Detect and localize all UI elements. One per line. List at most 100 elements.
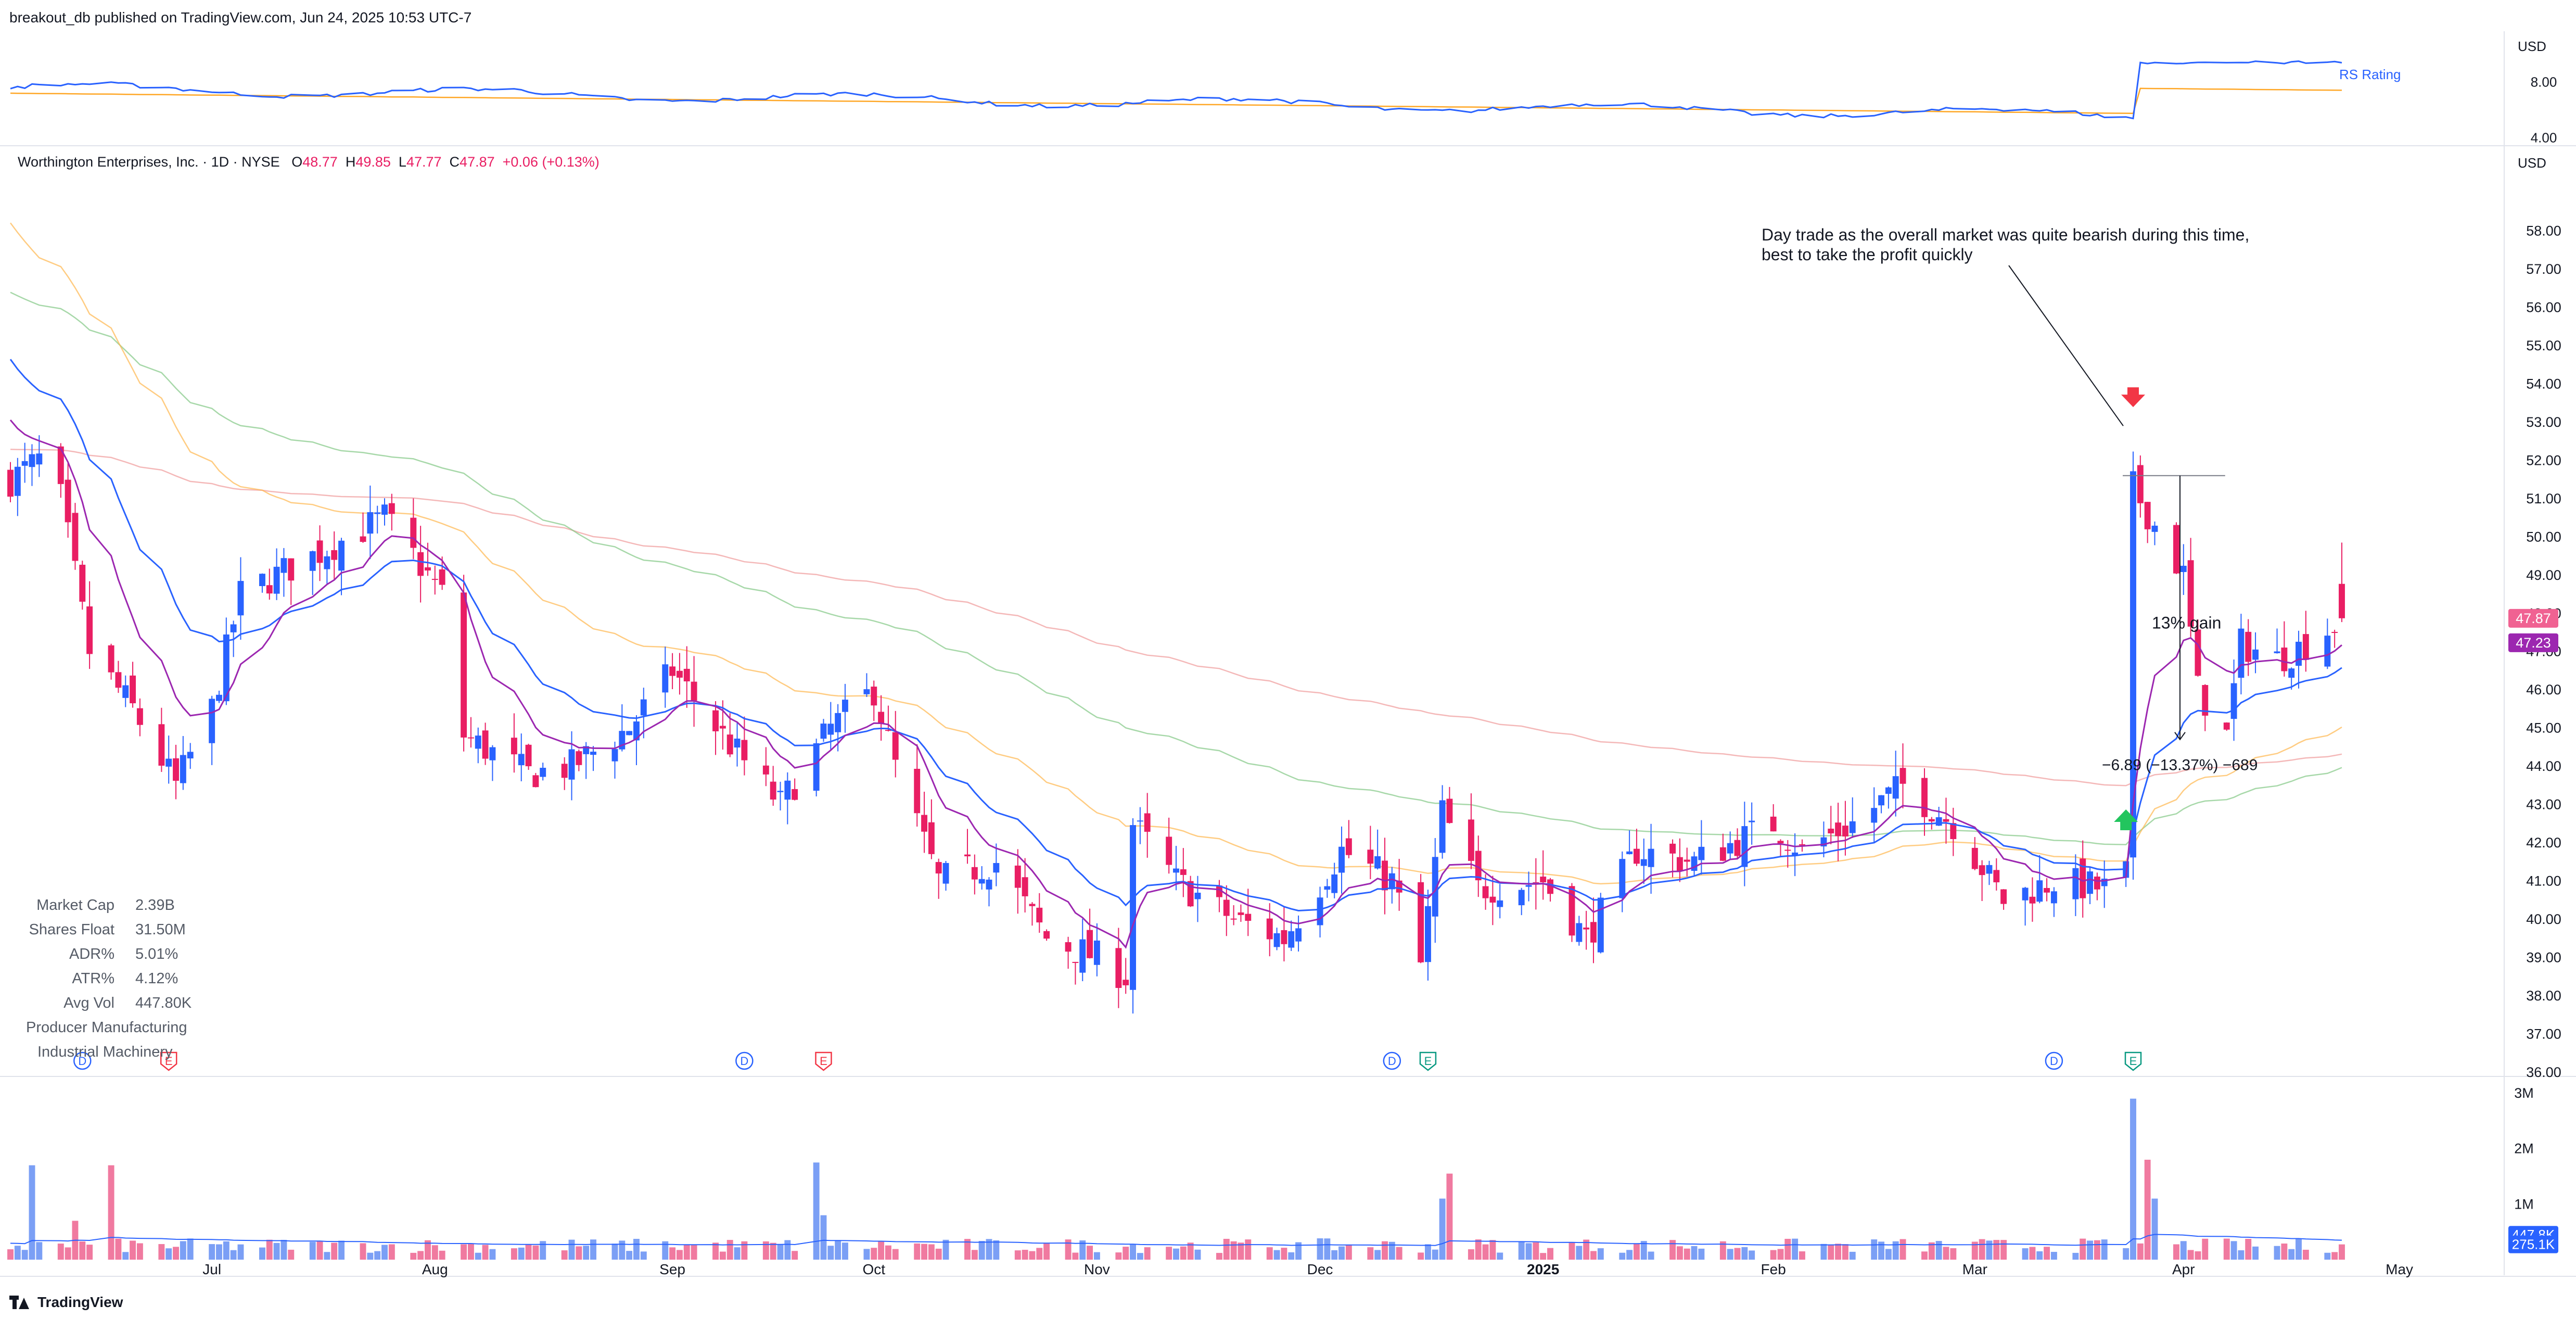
price-tick-label: 53.00 — [2526, 414, 2561, 430]
volume-bar — [1525, 1243, 1532, 1260]
candle — [21, 442, 28, 483]
tradingview-logo-icon — [9, 1296, 30, 1309]
volume-bar — [813, 1162, 820, 1260]
dividend-marker[interactable]: D — [2045, 1051, 2063, 1070]
volume-bar — [2281, 1244, 2288, 1260]
candle — [1482, 874, 1489, 910]
candle — [122, 675, 129, 707]
volume-bar — [2123, 1248, 2129, 1260]
candle-body — [2331, 631, 2338, 633]
candle-body — [2202, 684, 2209, 716]
rs-rating-line — [10, 60, 2342, 120]
candle — [1871, 787, 1878, 843]
candle — [1619, 851, 1626, 912]
volume-bar — [2339, 1244, 2345, 1260]
candle-body — [230, 624, 237, 632]
dividend-marker[interactable]: D — [735, 1051, 754, 1070]
trade-note: Day trade as the overall market was quit… — [1762, 225, 2249, 264]
volume-bar — [2044, 1247, 2050, 1260]
volume-bar — [762, 1241, 769, 1260]
volume-bar — [1432, 1249, 1438, 1260]
candle — [223, 617, 229, 705]
candle-body — [1022, 877, 1028, 896]
candle-body — [165, 758, 172, 767]
rs-rating-label: RS Rating — [2339, 67, 2401, 82]
volume-bar — [1979, 1239, 1985, 1260]
price-tick-label: 42.00 — [2526, 835, 2561, 851]
volume-bar — [1424, 1244, 1431, 1260]
candle-body — [1986, 865, 1993, 874]
candle-body — [1749, 820, 1755, 822]
earnings-marker[interactable]: E — [1419, 1051, 1437, 1071]
volume-bar — [1439, 1198, 1446, 1260]
candle-body — [683, 668, 690, 682]
high-value: 49.85 — [355, 154, 391, 170]
candle — [712, 701, 719, 755]
earnings-marker[interactable]: E — [160, 1051, 177, 1071]
rs-tick-label: 4.00 — [2531, 130, 2557, 146]
volume-bar — [1043, 1242, 1050, 1260]
candle — [187, 743, 194, 769]
volume-bar — [1382, 1241, 1388, 1260]
candle — [475, 727, 481, 764]
candle-body — [1194, 893, 1201, 899]
candle-body — [1590, 922, 1597, 943]
volume-bar — [928, 1244, 935, 1260]
volume-bar — [568, 1239, 575, 1260]
candle-body — [266, 585, 273, 594]
published-by: breakout_db published on TradingView.com… — [9, 9, 472, 26]
volume-bar — [1792, 1238, 1799, 1260]
candle-body — [1331, 874, 1338, 893]
candle — [130, 662, 136, 708]
candle-body — [1849, 821, 1856, 833]
candle — [115, 661, 122, 693]
candle — [431, 565, 438, 595]
price-tick-label: 58.00 — [2526, 223, 2561, 238]
volume-bar — [1418, 1252, 1424, 1260]
volume-bar — [1029, 1251, 1036, 1260]
volume-bar — [2252, 1246, 2259, 1260]
candle-body — [1576, 923, 1583, 942]
candle-body — [108, 645, 114, 673]
volume-bar — [1633, 1244, 1640, 1260]
buy-arrow-icon — [2114, 809, 2138, 831]
price-currency-label[interactable]: USD — [2518, 155, 2546, 171]
candle-body — [173, 758, 179, 781]
rs-currency-label[interactable]: USD — [2518, 39, 2546, 54]
candle — [1324, 879, 1331, 898]
candle-body — [921, 815, 928, 832]
candle — [2274, 628, 2280, 654]
close-value: 47.87 — [460, 154, 495, 170]
candle — [1230, 905, 1237, 925]
volume-bar — [734, 1247, 741, 1260]
candle — [561, 757, 568, 790]
candle-body — [259, 574, 265, 586]
dividend-marker[interactable]: D — [73, 1051, 92, 1070]
candle-body — [1367, 849, 1374, 864]
candle-body — [309, 551, 316, 571]
candle — [2072, 854, 2079, 916]
candle — [2223, 722, 2230, 731]
volume-bar — [1828, 1245, 1834, 1260]
candle-body — [576, 751, 582, 765]
volume-bar — [461, 1244, 467, 1260]
candle-body — [1648, 848, 1654, 867]
candle-body — [1935, 817, 1942, 826]
candle — [1734, 828, 1741, 860]
earnings-marker[interactable]: E — [815, 1051, 832, 1071]
volume-bar — [122, 1252, 129, 1260]
candle-body — [2000, 889, 2007, 904]
candle — [1187, 876, 1194, 907]
volume-bar — [381, 1245, 388, 1260]
volume-bar — [1324, 1238, 1331, 1260]
candle-body — [2151, 525, 2158, 532]
footer-brand[interactable]: TradingView — [9, 1294, 123, 1311]
event-marker-letter: E — [2129, 1055, 2137, 1068]
dividend-marker[interactable]: D — [1383, 1051, 1401, 1070]
candle-body — [1691, 856, 1698, 871]
price-tick-label: 55.00 — [2526, 338, 2561, 353]
symbol-name[interactable]: Worthington Enterprises, Inc. · 1D · NYS… — [18, 154, 280, 170]
earnings-marker[interactable]: E — [2124, 1051, 2142, 1071]
candle — [633, 715, 640, 765]
